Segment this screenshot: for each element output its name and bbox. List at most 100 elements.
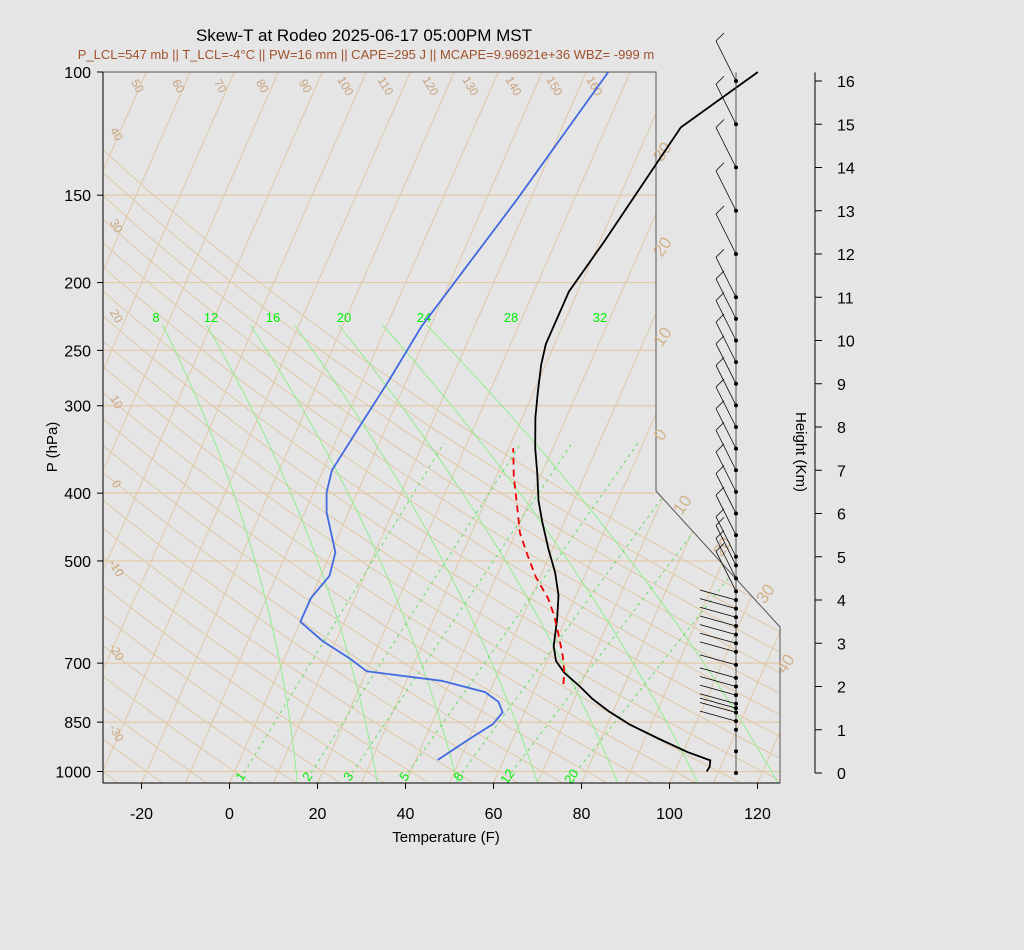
dry-adiabat-line xyxy=(103,72,346,783)
dry-adiabat-label: 110 xyxy=(375,74,397,98)
mixing-ratio-label: 16 xyxy=(266,310,280,325)
dry-adiabat-line xyxy=(103,72,213,783)
mixing-ratio-line xyxy=(243,442,445,774)
wind-level-dot xyxy=(734,684,738,689)
moist-adiabat-line xyxy=(162,324,299,783)
wind-level-dot xyxy=(734,338,738,343)
moist-adiabat-line xyxy=(338,324,620,783)
wind-barb-flag xyxy=(715,313,725,323)
y-tick-label: 700 xyxy=(64,656,91,673)
height-tick-label: 13 xyxy=(837,204,855,221)
dry-adiabat-label: 50 xyxy=(128,77,147,96)
wind-barb xyxy=(715,127,737,168)
wind-barb xyxy=(699,702,737,713)
wind-level-dot xyxy=(734,316,738,321)
theta-label: 40 xyxy=(107,125,126,144)
wind-level-dot xyxy=(734,719,738,724)
wind-barb xyxy=(715,386,737,428)
wind-level-dot xyxy=(734,632,738,637)
mixing-ratio-line xyxy=(310,442,522,774)
x-axis-label: Temperature (F) xyxy=(392,829,500,846)
plot-clip-group xyxy=(103,72,1024,783)
height-tick-label: 12 xyxy=(837,247,855,264)
dry-adiabat-line xyxy=(103,72,780,783)
isotherm-label: 40 xyxy=(772,651,798,677)
height-tick-label: 5 xyxy=(837,550,846,567)
wind-barb xyxy=(715,257,737,298)
wind-barb xyxy=(699,676,737,687)
wind-level-dot xyxy=(734,295,738,300)
wind-level-dot xyxy=(734,606,738,611)
mixing-ratio-line xyxy=(351,442,573,774)
temperature-line xyxy=(534,71,759,772)
theta-label: 20 xyxy=(107,307,126,326)
wind-barb xyxy=(715,538,737,579)
wind-barb xyxy=(699,598,737,610)
height-tick-label: 4 xyxy=(837,593,846,610)
wind-barb xyxy=(699,710,737,722)
dry-adiabat-line xyxy=(103,72,659,783)
dry-adiabat-line xyxy=(103,72,780,783)
wind-level-dot xyxy=(734,693,738,698)
moist-adiabat-line xyxy=(294,324,540,783)
wind-barb-flag xyxy=(715,486,725,496)
wind-barb-flag xyxy=(715,443,725,453)
isotherm-line xyxy=(405,72,719,783)
y-tick-label: 200 xyxy=(64,276,91,293)
isotherm-line xyxy=(103,72,279,783)
dry-adiabat-line xyxy=(103,72,780,783)
wind-barb-flag xyxy=(715,517,725,526)
height-tick-label: 11 xyxy=(837,290,854,307)
wind-level-dot xyxy=(734,598,738,602)
wind-barb xyxy=(699,624,737,635)
wind-level-dot xyxy=(734,641,738,646)
wind-barb-flag xyxy=(715,270,725,280)
wind-level-dot xyxy=(734,425,738,429)
x-tick-label: 120 xyxy=(744,806,771,823)
wind-barb-flag xyxy=(715,378,725,388)
isotherm-line xyxy=(317,72,631,783)
height-tick-label: 7 xyxy=(837,463,846,480)
dry-adiabat-line xyxy=(103,72,480,783)
chart-title: Skew-T at Rodeo 2025-06-17 05:00PM MST xyxy=(196,26,532,45)
x-tick-label: -20 xyxy=(130,806,153,823)
theta-label: 10 xyxy=(107,393,126,412)
isotherm-label: 10 xyxy=(649,324,675,350)
dry-adiabat-label: 160 xyxy=(583,74,605,99)
isotherm-line xyxy=(846,72,1024,783)
wind-level-dot xyxy=(734,710,738,715)
wind-barb-flag xyxy=(715,400,725,409)
wind-barb xyxy=(715,516,737,557)
height-tick-label: 16 xyxy=(837,74,855,91)
isotherm-line xyxy=(185,72,499,783)
y-tick-label: 150 xyxy=(64,188,91,205)
dry-adiabat-label: 120 xyxy=(419,74,441,99)
isotherm-line xyxy=(103,72,367,783)
dry-adiabat-line xyxy=(103,72,257,783)
wind-barb xyxy=(715,84,737,125)
wind-level-dot xyxy=(734,675,738,680)
wind-barb xyxy=(699,697,737,709)
wind-level-dot xyxy=(734,381,738,386)
dry-adiabat-line xyxy=(103,72,436,783)
dry-adiabat-label: 90 xyxy=(296,77,315,96)
mixing-ratio-line xyxy=(407,442,639,774)
wind-barb xyxy=(699,589,737,601)
dry-adiabat-label: 150 xyxy=(543,74,565,99)
wind-barb-flag xyxy=(715,162,725,172)
isotherm-line xyxy=(103,72,191,783)
isotherm-line xyxy=(141,72,455,783)
y-tick-label: 1000 xyxy=(55,765,91,782)
wind-barb xyxy=(699,693,737,705)
moist-adiabat-line xyxy=(426,324,780,783)
isotherm-line xyxy=(669,72,780,783)
wind-barb xyxy=(715,213,737,255)
isotherm-line xyxy=(273,72,587,783)
isotherm-line xyxy=(103,72,235,783)
x-tick-label: 20 xyxy=(309,806,327,823)
wind-barb xyxy=(699,654,737,666)
isotherm-label: 10 xyxy=(669,492,695,518)
mixing-ratio-line xyxy=(461,442,703,774)
wind-level-dot xyxy=(734,727,738,732)
height-tick-label: 8 xyxy=(837,420,846,437)
